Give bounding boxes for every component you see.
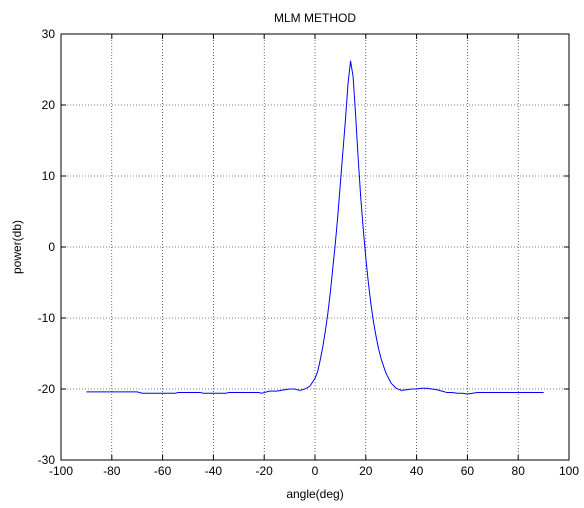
- y-axis-label: power(db): [10, 220, 24, 274]
- x-axis-label: angle(deg): [286, 487, 343, 501]
- x-tick-label: -40: [205, 464, 223, 478]
- y-tick-label: -20: [38, 382, 56, 396]
- series-layer: [86, 60, 544, 395]
- x-tick-label: -20: [256, 464, 274, 478]
- x-tick-label: 100: [559, 464, 579, 478]
- y-tick-label: 20: [42, 98, 56, 112]
- y-tick-label: -10: [38, 311, 56, 325]
- x-tick-label: 60: [461, 464, 475, 478]
- x-tick-label: 80: [512, 464, 526, 478]
- x-tick-label: -80: [103, 464, 121, 478]
- x-tick-label: -100: [49, 464, 73, 478]
- y-tick-label: 30: [42, 27, 56, 41]
- x-tick-label: 20: [359, 464, 373, 478]
- y-tick-label: 0: [48, 240, 55, 254]
- x-tick-label: -60: [154, 464, 172, 478]
- grid-lines: [61, 34, 569, 460]
- chart-title: MLM METHOD: [274, 11, 356, 25]
- x-tick-label: 0: [312, 464, 319, 478]
- y-tick-labels: -30 -20 -10 0 10 20 30: [38, 27, 56, 467]
- y-tick-label: -30: [38, 453, 56, 467]
- tick-marks: [60, 33, 570, 461]
- x-tick-labels: -100 -80 -60 -40 -20 0 20 40 60 80 100: [49, 464, 579, 478]
- series-line: [86, 60, 544, 395]
- y-tick-label: 10: [42, 169, 56, 183]
- x-tick-label: 40: [410, 464, 424, 478]
